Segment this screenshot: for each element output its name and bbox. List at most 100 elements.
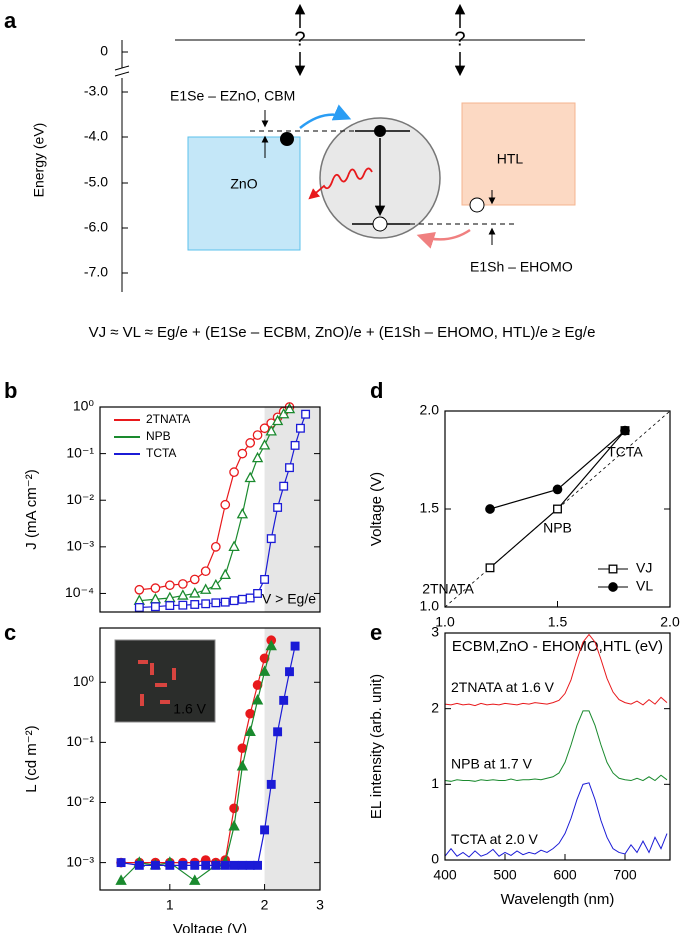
marker xyxy=(253,860,263,870)
htl-label: HTL xyxy=(497,151,524,167)
inset-pixel xyxy=(140,694,144,706)
x-tick-label: 3 xyxy=(316,897,324,913)
marker xyxy=(178,860,188,870)
marker xyxy=(134,584,145,595)
y-axis-label: L (cd m⁻²) xyxy=(23,725,40,792)
marker xyxy=(164,580,175,591)
point-label: 2TNATA xyxy=(422,581,474,597)
marker xyxy=(259,423,270,434)
legend-label: 2TNATA xyxy=(146,412,190,426)
plot-frame xyxy=(99,406,321,613)
marker xyxy=(134,603,144,612)
marker xyxy=(237,594,247,604)
series-line xyxy=(444,710,668,782)
chart: d 1.0 1.5 2.0 1.0 1.5 2.0 Voltage (V) ECBM,ZnO -… xyxy=(368,378,680,655)
htl-band xyxy=(461,102,576,206)
marker xyxy=(210,541,221,552)
marker xyxy=(219,568,231,580)
y-tick-label: 1.0 xyxy=(420,598,440,614)
marker xyxy=(251,694,264,705)
panel-letter: c xyxy=(4,620,16,645)
y-tick-label: 1 xyxy=(431,775,439,791)
x-tick-label: 600 xyxy=(553,867,577,883)
y-axis-label: Voltage (V) xyxy=(368,472,385,546)
x-tick-label: 2 xyxy=(261,897,269,913)
marker xyxy=(253,589,263,598)
legend-label: VL xyxy=(636,578,653,594)
x-axis-label: Voltage (V) xyxy=(173,921,247,933)
legend-marker xyxy=(608,564,618,574)
emission xyxy=(308,167,373,200)
marker xyxy=(244,471,256,483)
question-mark: ? xyxy=(294,28,305,50)
plot-frame xyxy=(444,410,671,608)
marker xyxy=(266,779,276,789)
marker xyxy=(228,820,240,831)
formula: VJ ≈ VL ≈ Eg/e + (E1Se – ECBM, ZnO)/e + … xyxy=(89,324,596,341)
chart: b V > Eg/e 10⁻⁴ 10⁻³ 10⁻² 10⁻¹ 10⁰ J (mA cm⁻²) 2… xyxy=(4,378,321,613)
zno-band xyxy=(187,136,301,251)
point-label: TCTA xyxy=(607,443,643,459)
point-label: NPB xyxy=(543,520,572,536)
inset-label: 1.6 V xyxy=(173,701,206,717)
x-tick-label: 700 xyxy=(613,867,637,883)
marker xyxy=(273,727,283,737)
y-tick-label: 3 xyxy=(431,624,439,640)
y-axis-label: EL intensity (arb. unit) xyxy=(368,674,385,819)
marker xyxy=(236,759,249,771)
electron-injection xyxy=(299,104,352,129)
marker xyxy=(279,695,289,705)
question-mark: ? xyxy=(454,28,465,50)
marker xyxy=(266,534,276,544)
panel-letter: d xyxy=(370,378,383,403)
marker xyxy=(220,860,230,870)
marker xyxy=(279,481,289,491)
tick-label: -3.0 xyxy=(84,83,108,99)
y-axis-label: J (mA cm⁻²) xyxy=(23,469,40,549)
marker xyxy=(190,600,200,609)
x-tick-label: 2.0 xyxy=(660,614,680,630)
marker xyxy=(211,598,221,608)
inset-pixel xyxy=(155,683,167,687)
marker xyxy=(115,874,127,885)
marker xyxy=(190,860,200,870)
axis-label: Energy (eV) xyxy=(31,123,47,198)
axis-ticks xyxy=(122,51,128,274)
marker xyxy=(189,574,200,585)
marker xyxy=(258,665,271,676)
y-tick-label: 10⁻⁴ xyxy=(65,584,94,600)
marker xyxy=(244,725,256,736)
tick-label: 0 xyxy=(100,43,108,59)
hole-injection xyxy=(416,228,471,249)
x-axis-label: Wavelength (nm) xyxy=(501,891,615,908)
series-label: 2TNATA at 1.6 V xyxy=(451,679,555,695)
chart: e 0 1 2 3 400 500 600 700 EL intensity (arb. unit… xyxy=(368,620,671,908)
series-label: TCTA at 2.0 V xyxy=(451,831,539,847)
marker xyxy=(552,484,563,495)
marker xyxy=(245,593,255,603)
marker xyxy=(260,825,270,835)
marker xyxy=(252,430,263,440)
legend-marker xyxy=(608,582,618,592)
inset-pixel xyxy=(138,660,148,664)
marker xyxy=(245,860,255,870)
electron xyxy=(374,125,386,137)
marker xyxy=(210,578,222,590)
legend-label: NPB xyxy=(146,429,171,443)
marker xyxy=(259,653,270,664)
marker xyxy=(201,599,211,609)
plot-frame xyxy=(99,627,321,891)
y-tick-label: 10⁻³ xyxy=(66,853,94,869)
marker xyxy=(285,667,294,677)
marker xyxy=(260,574,270,584)
marker xyxy=(290,641,300,651)
marker xyxy=(620,425,630,436)
y-tick-label: 10⁻² xyxy=(66,793,94,809)
tick-label: -4.0 xyxy=(84,128,108,144)
y-tick-label: 10⁻³ xyxy=(66,538,94,554)
y-tick-label: 2.0 xyxy=(420,402,440,418)
marker xyxy=(237,860,247,870)
marker xyxy=(271,414,284,426)
marker xyxy=(273,502,283,512)
